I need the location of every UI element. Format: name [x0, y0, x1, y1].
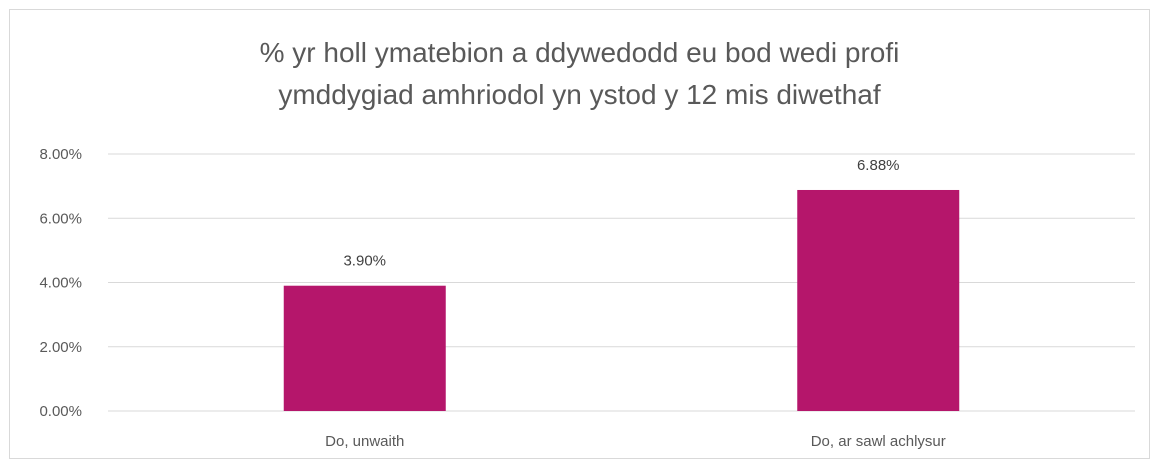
- y-tick-label-2: 4.00%: [39, 275, 82, 292]
- x-category-label-1: Do, ar sawl achlysur: [811, 433, 946, 450]
- data-label-0: 3.90%: [343, 253, 386, 270]
- chart-title-line-2: ymddygiad amhriodol yn ystod y 12 mis di…: [278, 79, 881, 110]
- x-category-label-0: Do, unwaith: [325, 433, 404, 450]
- bar-0: [283, 285, 446, 411]
- y-tick-label-1: 2.00%: [39, 339, 82, 356]
- bar-1: [797, 189, 960, 411]
- chart-title-line-1: % yr holl ymatebion a ddywedodd eu bod w…: [259, 37, 900, 68]
- chart-title: % yr holl ymatebion a ddywedodd eu bod w…: [0, 32, 1159, 116]
- y-tick-label-0: 0.00%: [39, 403, 82, 420]
- y-tick-label-4: 8.00%: [39, 146, 82, 163]
- chart-frame: [9, 9, 1150, 459]
- y-tick-label-3: 6.00%: [39, 210, 82, 227]
- data-label-1: 6.88%: [857, 157, 900, 174]
